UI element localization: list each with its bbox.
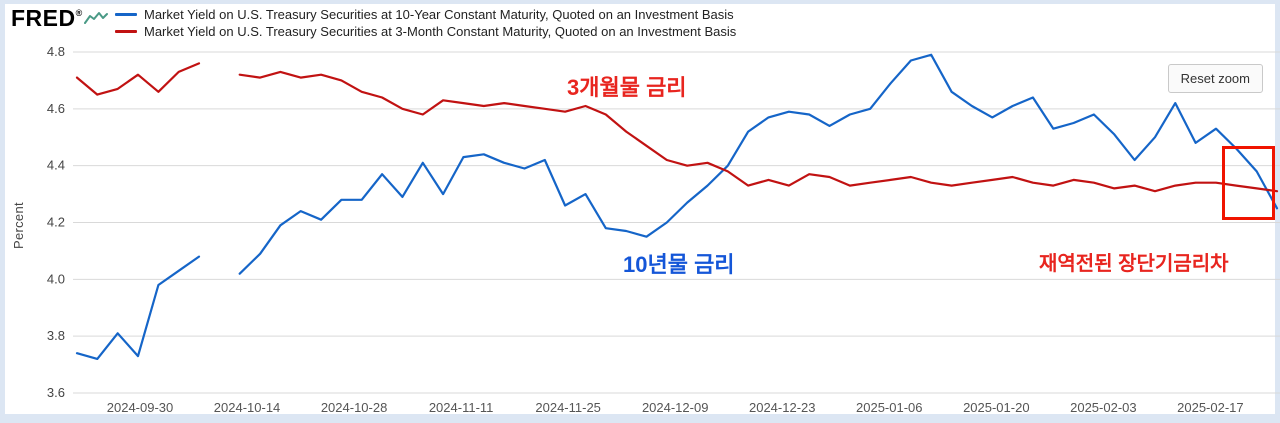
chart-panel: 3.6 3.8 4.0 4.2 4.4 4.6 4.8 2024-09-30 2024-10-1… <box>5 4 1280 415</box>
x-tick-label: 2025-01-06 <box>856 400 923 415</box>
legend-line-sample-3-month <box>115 30 137 33</box>
series-line-10-year <box>75 53 1279 360</box>
legend-label-10-year: Market Yield on U.S. Treasury Securities… <box>144 7 734 22</box>
y-tick-label: 3.6 <box>47 385 65 400</box>
y-axis-title: Percent <box>11 202 26 249</box>
annotation-10-year-rate: 10년물 금리 <box>623 252 735 277</box>
legend-line-sample-10-year <box>115 13 137 16</box>
reset-zoom-button[interactable]: Reset zoom <box>1167 64 1263 93</box>
x-tick-label: 2024-10-14 <box>214 400 281 415</box>
x-tick-label: 2024-11-25 <box>535 400 601 415</box>
x-tick-label: 2024-12-09 <box>642 400 709 415</box>
annotation-reinverted-spread: 재역전된 장단기금리차 <box>1039 253 1229 275</box>
fred-logo-registered-mark: ® <box>75 8 83 18</box>
y-tick-label: 3.8 <box>47 328 65 343</box>
x-tick-label: 2024-09-30 <box>107 400 174 415</box>
chart-legend: Market Yield on U.S. Treasury Securities… <box>115 6 736 40</box>
chart-canvas[interactable]: 3.6 3.8 4.0 4.2 4.4 4.6 4.8 2024-09-30 2024-10-1… <box>5 4 1280 423</box>
legend-label-3-month: Market Yield on U.S. Treasury Securities… <box>144 24 737 39</box>
legend-item-3-month: Market Yield on U.S. Treasury Securities… <box>115 23 736 40</box>
x-tick-label: 2025-02-03 <box>1070 400 1137 415</box>
fred-logo-sparkline-icon <box>84 12 109 24</box>
legend-item-10-year: Market Yield on U.S. Treasury Securities… <box>115 6 736 23</box>
highlight-box <box>1222 146 1275 220</box>
annotation-3-month-rate: 3개월물 금리 <box>567 75 687 100</box>
x-tick-label: 2025-02-17 <box>1177 400 1244 415</box>
fred-logo-text: FRED <box>11 5 76 31</box>
y-tick-label: 4.6 <box>47 101 65 116</box>
x-tick-label: 2025-01-20 <box>963 400 1030 415</box>
x-tick-label: 2024-10-28 <box>321 400 388 415</box>
x-tick-label: 2024-12-23 <box>749 400 816 415</box>
y-tick-label: 4.0 <box>47 271 65 286</box>
x-tick-label: 2024-11-11 <box>429 400 494 415</box>
series-line-3-month <box>75 62 1279 193</box>
y-tick-label: 4.2 <box>47 215 65 230</box>
fred-logo[interactable]: FRED ® <box>11 5 109 31</box>
y-tick-label: 4.4 <box>47 158 65 173</box>
y-tick-label: 4.8 <box>47 44 65 59</box>
